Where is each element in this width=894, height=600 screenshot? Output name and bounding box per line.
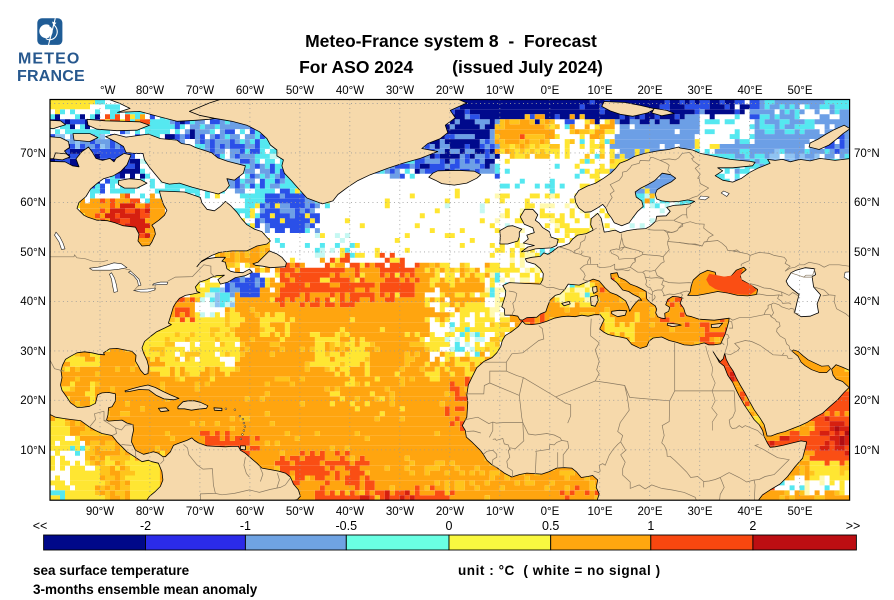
svg-text:3-months ensemble mean anomaly: 3-months ensemble mean anomaly [33, 582, 258, 597]
svg-text:1: 1 [647, 519, 654, 533]
svg-text:-0.5: -0.5 [336, 519, 358, 533]
svg-text:0: 0 [446, 519, 453, 533]
svg-text:0°E: 0°E [541, 85, 560, 97]
svg-text:60°W: 60°W [236, 506, 264, 518]
svg-text:10°N: 10°N [854, 445, 880, 457]
svg-text:sea surface temperature: sea surface temperature [33, 563, 190, 578]
svg-text:Meteo-France system 8 - Fore: Meteo-France system 8 - Forecast [305, 31, 597, 51]
svg-text:20°N: 20°N [20, 395, 46, 407]
svg-text:30°E: 30°E [687, 506, 712, 518]
svg-text:0°E: 0°E [541, 506, 560, 518]
svg-text:30°W: 30°W [386, 85, 414, 97]
svg-text:40°W: 40°W [336, 85, 364, 97]
svg-text:0.5: 0.5 [542, 519, 559, 533]
svg-text:60°N: 60°N [854, 197, 880, 209]
svg-text:50°E: 50°E [787, 506, 812, 518]
svg-text:30°E: 30°E [687, 85, 712, 97]
svg-text:unit : °C ( white = no signal: unit : °C ( white = no signal ) [458, 563, 661, 578]
svg-text:-2: -2 [140, 519, 151, 533]
svg-text:40°E: 40°E [737, 85, 762, 97]
svg-text:40°E: 40°E [737, 506, 762, 518]
svg-text:30°N: 30°N [20, 346, 46, 358]
svg-text:20°W: 20°W [436, 85, 464, 97]
svg-text:°W: °W [100, 85, 116, 97]
svg-text:80°W: 80°W [136, 506, 164, 518]
svg-text:>>: >> [846, 519, 861, 533]
svg-text:For ASO 2024 (issued Ju: For ASO 2024 (issued July 2024) [299, 57, 603, 77]
svg-text:METEO: METEO [18, 51, 80, 68]
svg-text:2: 2 [749, 519, 756, 533]
svg-text:10°N: 10°N [20, 445, 46, 457]
svg-text:10°E: 10°E [587, 85, 612, 97]
svg-text:50°W: 50°W [286, 85, 314, 97]
svg-text:20°E: 20°E [637, 85, 662, 97]
svg-text:70°W: 70°W [186, 506, 214, 518]
svg-text:40°N: 40°N [20, 296, 46, 308]
svg-text:10°W: 10°W [486, 506, 514, 518]
svg-text:40°W: 40°W [336, 506, 364, 518]
svg-text:20°W: 20°W [436, 506, 464, 518]
svg-text:70°N: 70°N [20, 148, 46, 160]
svg-text:70°N: 70°N [854, 148, 880, 160]
svg-text:50°N: 50°N [20, 247, 46, 259]
svg-text:FRANCE: FRANCE [17, 68, 85, 85]
svg-text:40°N: 40°N [854, 296, 880, 308]
svg-text:-1: -1 [240, 519, 251, 533]
svg-text:10°W: 10°W [486, 85, 514, 97]
svg-text:50°W: 50°W [286, 506, 314, 518]
svg-text:70°W: 70°W [186, 85, 214, 97]
svg-text:20°N: 20°N [854, 395, 880, 407]
svg-text:50°N: 50°N [854, 247, 880, 259]
svg-text:10°E: 10°E [587, 506, 612, 518]
svg-text:<<: << [33, 519, 48, 533]
svg-text:20°E: 20°E [637, 506, 662, 518]
svg-text:90°W: 90°W [86, 506, 114, 518]
svg-text:30°N: 30°N [854, 346, 880, 358]
svg-text:50°E: 50°E [787, 85, 812, 97]
svg-text:60°N: 60°N [20, 197, 46, 209]
svg-text:30°W: 30°W [386, 506, 414, 518]
svg-text:60°W: 60°W [236, 85, 264, 97]
svg-text:80°W: 80°W [136, 85, 164, 97]
